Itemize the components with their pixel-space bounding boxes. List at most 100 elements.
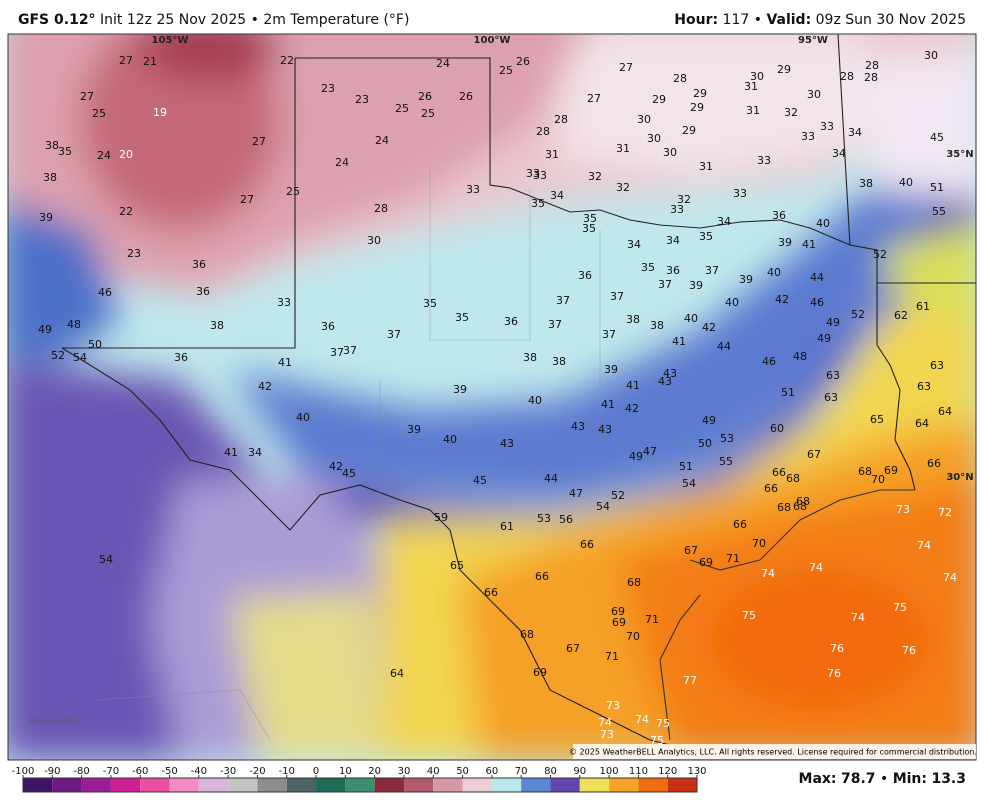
- station-value: 45: [930, 131, 944, 144]
- station-value: 55: [932, 205, 946, 218]
- station-value: 74: [851, 611, 865, 624]
- station-value: 65: [450, 559, 464, 572]
- station-value: 49: [629, 450, 643, 463]
- station-value: 27: [119, 54, 133, 67]
- longitude-label: 100°W: [474, 35, 511, 46]
- colorbar-tick-label: 120: [658, 766, 677, 777]
- colorbar-frame: [22, 777, 698, 793]
- station-value: 34: [848, 126, 862, 139]
- station-value: 74: [635, 713, 649, 726]
- station-value: 71: [726, 552, 740, 565]
- station-value: 60: [770, 422, 784, 435]
- station-value: 66: [580, 538, 594, 551]
- station-value: 44: [544, 472, 558, 485]
- station-value: 33: [820, 120, 834, 133]
- colorbar-tick-label: 80: [544, 766, 557, 777]
- station-value: 33: [670, 203, 684, 216]
- station-value: 36: [578, 269, 592, 282]
- station-value: 34: [666, 234, 680, 247]
- station-value: 32: [616, 181, 630, 194]
- station-value: 68: [858, 465, 872, 478]
- station-value: 34: [717, 215, 731, 228]
- colorbar-segment: [52, 778, 82, 792]
- colorbar-tick-label: -100: [12, 766, 35, 777]
- colorbar-segment: [345, 778, 375, 792]
- station-value: 33: [466, 183, 480, 196]
- colorbar-segment: [81, 778, 111, 792]
- station-value: 22: [119, 205, 133, 218]
- station-value: 41: [802, 238, 816, 251]
- station-value: 28: [864, 71, 878, 84]
- station-value: 70: [752, 537, 766, 550]
- colorbar-segment: [433, 778, 463, 792]
- colorbar-tick-label: 70: [515, 766, 528, 777]
- station-value: 33: [277, 296, 291, 309]
- station-value: 33: [526, 167, 540, 180]
- station-value: 45: [473, 474, 487, 487]
- station-value: 56: [559, 513, 573, 526]
- station-value: 32: [677, 193, 691, 206]
- station-value: 69: [884, 464, 898, 477]
- station-value: 59: [434, 511, 448, 524]
- station-value: 74: [598, 716, 612, 729]
- station-value: 37: [548, 318, 562, 331]
- station-value: 31: [746, 104, 760, 117]
- station-value: 27: [619, 61, 633, 74]
- station-value: 54: [682, 477, 696, 490]
- station-value: 43: [598, 423, 612, 436]
- station-value: 34: [550, 189, 564, 202]
- station-value: 41: [672, 335, 686, 348]
- station-value: 64: [938, 405, 952, 418]
- station-value: 35: [455, 311, 469, 324]
- station-value: 36: [196, 285, 210, 298]
- colorbar-tick-label: -40: [191, 766, 207, 777]
- station-value: 31: [616, 142, 630, 155]
- station-value: 67: [566, 642, 580, 655]
- station-value: 30: [367, 234, 381, 247]
- station-value: 37: [556, 294, 570, 307]
- station-value: 43: [500, 437, 514, 450]
- colorbar-tick-label: -50: [161, 766, 177, 777]
- colorbar-tick-label: 50: [456, 766, 469, 777]
- station-value: 39: [689, 279, 703, 292]
- station-value: 29: [682, 124, 696, 137]
- station-value: 54: [73, 351, 87, 364]
- station-value: 73: [600, 728, 614, 741]
- station-value: 27: [80, 90, 94, 103]
- station-value: 25: [92, 107, 106, 120]
- valid: 09z Sun 30 Nov 2025: [816, 12, 966, 28]
- station-value: 27: [252, 135, 266, 148]
- field: 2m Temperature (°F): [263, 12, 409, 28]
- station-value: 39: [739, 273, 753, 286]
- colorbar-segment: [609, 778, 639, 792]
- station-value: 68: [520, 628, 534, 641]
- min: 13.3: [931, 771, 966, 787]
- station-value: 66: [484, 586, 498, 599]
- station-value: 29: [690, 101, 704, 114]
- station-value: 31: [744, 80, 758, 93]
- station-value: 36: [666, 264, 680, 277]
- station-value: 74: [761, 567, 775, 580]
- station-value: 34: [627, 238, 641, 251]
- station-value: 30: [750, 70, 764, 83]
- colorbar-segment: [23, 778, 53, 792]
- station-value: 41: [278, 356, 292, 369]
- colorbar-tick-label: -30: [220, 766, 236, 777]
- station-value: 40: [684, 312, 698, 325]
- station-value: 25: [286, 185, 300, 198]
- county-lines: [94, 170, 700, 741]
- colorbar-segment: [374, 778, 404, 792]
- station-value: 75: [742, 609, 756, 622]
- station-value: 39: [778, 236, 792, 249]
- station-value: 21: [143, 55, 157, 68]
- colorbar-tick-label: 130: [687, 766, 706, 777]
- colorbar-segment: [316, 778, 346, 792]
- station-value: 53: [720, 432, 734, 445]
- station-value: 68: [786, 472, 800, 485]
- station-value: 33: [733, 187, 747, 200]
- copyright: © 2025 WeatherBELL Analytics, LLC. All r…: [569, 748, 977, 757]
- station-value: 22: [280, 54, 294, 67]
- station-value: 28: [374, 202, 388, 215]
- station-value: 42: [329, 460, 343, 473]
